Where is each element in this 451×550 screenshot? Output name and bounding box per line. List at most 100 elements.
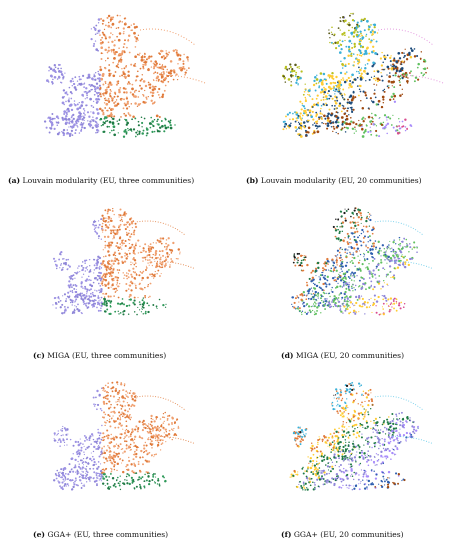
- network-node: [361, 34, 363, 37]
- network-node: [123, 383, 126, 385]
- network-node: [370, 76, 373, 78]
- network-node: [136, 130, 139, 132]
- network-node: [313, 122, 316, 124]
- network-node: [153, 258, 155, 260]
- network-node: [63, 112, 66, 116]
- network-node: [336, 256, 338, 258]
- network-node: [53, 64, 56, 67]
- network-node: [374, 240, 377, 242]
- network-node: [49, 127, 51, 129]
- network-node: [402, 256, 405, 259]
- network-node: [122, 428, 124, 430]
- network-node: [162, 254, 165, 257]
- network-node: [128, 224, 131, 226]
- network-node: [68, 295, 71, 297]
- network-node: [125, 465, 127, 468]
- network-node: [345, 288, 348, 290]
- network-node: [123, 98, 125, 101]
- network-node: [127, 404, 130, 407]
- network-node: [123, 483, 126, 486]
- network-node: [324, 268, 327, 271]
- network-node: [125, 223, 128, 226]
- network-node: [93, 440, 96, 443]
- network-node: [81, 276, 83, 278]
- network-node: [367, 250, 370, 254]
- network-node: [131, 430, 134, 433]
- network-node: [181, 67, 184, 70]
- network-node: [124, 409, 127, 412]
- network-node: [112, 225, 115, 228]
- network-node: [339, 285, 342, 288]
- network-node: [147, 245, 150, 247]
- network-node: [378, 135, 381, 138]
- network-node: [142, 313, 144, 315]
- network-node: [127, 74, 130, 78]
- network-node: [59, 441, 62, 444]
- network-node: [95, 131, 97, 134]
- network-node: [110, 217, 112, 220]
- network-node: [66, 109, 68, 111]
- network-node: [371, 400, 374, 403]
- network-node: [117, 272, 120, 274]
- network-node: [164, 411, 166, 414]
- network-node: [137, 103, 141, 106]
- network-node: [364, 392, 367, 395]
- network-node: [104, 421, 106, 423]
- network-node: [82, 443, 84, 445]
- network-node: [105, 217, 107, 219]
- network-node: [89, 457, 92, 461]
- network-node: [149, 438, 152, 441]
- network-node: [141, 437, 144, 440]
- network-node: [302, 259, 305, 261]
- network-node: [360, 306, 362, 308]
- network-node: [360, 216, 363, 219]
- network-node: [154, 251, 157, 254]
- network-node: [296, 116, 300, 119]
- network-node: [94, 90, 97, 93]
- network-node: [81, 118, 84, 121]
- network-node: [125, 434, 128, 437]
- network-node: [155, 79, 158, 82]
- network-node: [409, 257, 412, 261]
- network-node: [346, 252, 348, 255]
- network-node: [160, 73, 163, 76]
- network-node: [102, 83, 105, 86]
- network-node: [307, 292, 310, 295]
- network-node: [112, 395, 116, 398]
- network-node: [323, 90, 327, 94]
- network-node: [111, 477, 115, 480]
- network-node: [107, 382, 109, 385]
- network-node: [347, 249, 349, 251]
- network-node: [332, 299, 336, 302]
- network-node: [84, 98, 86, 100]
- network-node: [98, 445, 100, 447]
- network-node: [97, 98, 100, 101]
- network-node: [72, 485, 75, 489]
- network-node: [62, 425, 64, 428]
- network-node: [162, 237, 165, 240]
- network-node: [127, 127, 129, 130]
- network-node: [84, 114, 86, 116]
- network-node: [371, 112, 373, 115]
- network-node: [143, 485, 146, 488]
- network-node: [66, 429, 69, 431]
- network-node: [81, 93, 84, 97]
- network-node: [318, 125, 321, 128]
- network-node: [404, 246, 406, 248]
- network-node: [144, 256, 147, 259]
- network-node: [343, 112, 346, 116]
- network-node: [337, 403, 339, 406]
- network-node: [394, 445, 397, 448]
- network-node: [95, 72, 97, 74]
- network-node: [324, 298, 326, 300]
- network-node: [110, 90, 112, 92]
- network-node: [110, 270, 113, 273]
- network-node: [367, 459, 370, 462]
- network-node: [91, 455, 94, 458]
- network-node: [401, 88, 403, 90]
- network-node: [395, 302, 398, 304]
- network-node: [104, 279, 108, 282]
- network-node: [406, 127, 408, 130]
- network-node: [423, 67, 427, 71]
- network-node: [371, 232, 374, 235]
